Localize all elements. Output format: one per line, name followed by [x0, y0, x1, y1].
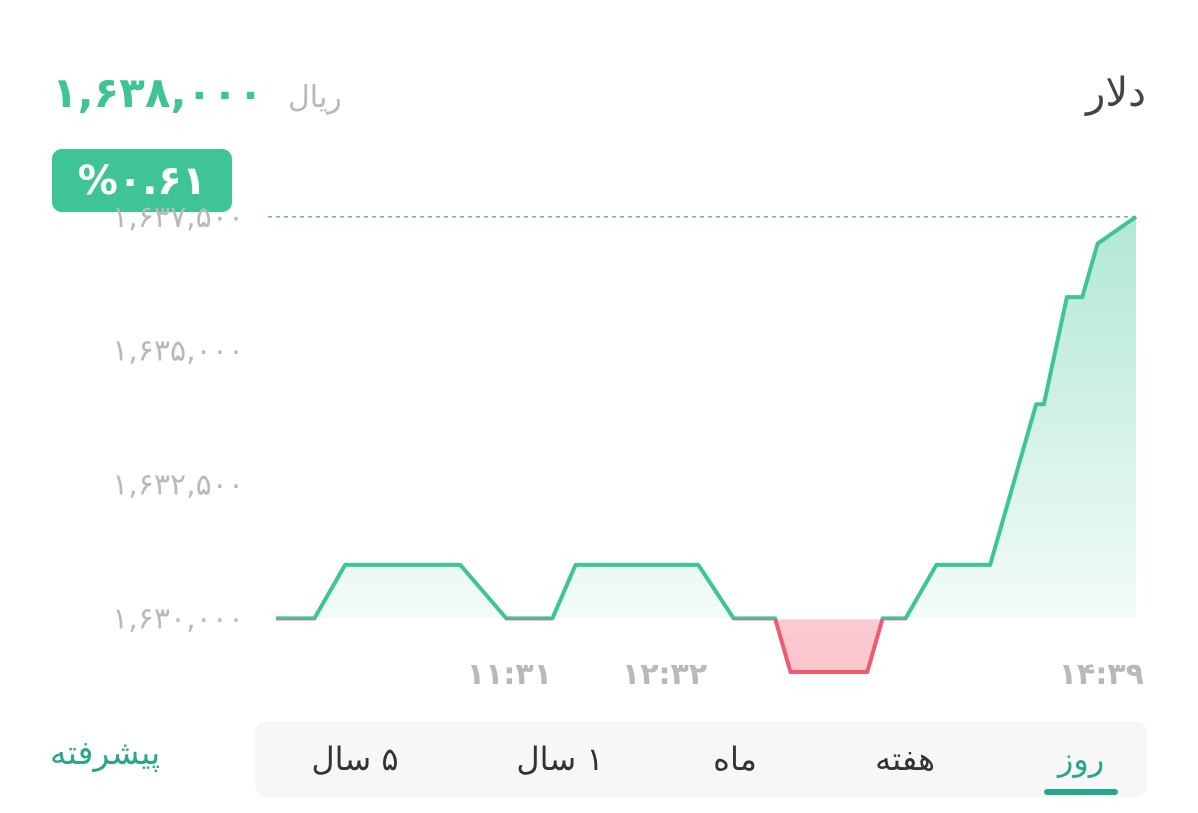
- data-point: [412, 563, 416, 567]
- y-tick-label: ۱,۶۳۲,۵۰۰: [112, 468, 244, 503]
- data-point: [458, 563, 462, 567]
- tab-day-label: روز: [1057, 740, 1105, 778]
- y-tick-label: ۱,۶۳۷,۵۰۰: [112, 200, 244, 235]
- data-point: [881, 616, 885, 620]
- tab-month[interactable]: ماه: [675, 721, 795, 797]
- data-point: [343, 563, 347, 567]
- price-chart: ۱,۶۳۷,۵۰۰ ۱,۶۳۵,۰۰۰ ۱,۶۳۲,۵۰۰ ۱,۶۳۰,۰۰۰ ۱۱:…: [112, 200, 1144, 692]
- advanced-link[interactable]: پیشرفته: [50, 733, 161, 772]
- data-point: [274, 616, 278, 620]
- price-line-down: [276, 619, 908, 674]
- data-point: [988, 563, 992, 567]
- data-point: [865, 670, 869, 674]
- area-fill-up: [276, 216, 1136, 620]
- data-point: [732, 616, 736, 620]
- data-point: [1080, 295, 1084, 299]
- tab-week-label: هفته: [875, 740, 935, 778]
- active-tab-indicator: [1044, 789, 1118, 795]
- data-point: [773, 616, 777, 620]
- tab-week[interactable]: هفته: [835, 721, 975, 797]
- data-point: [550, 616, 554, 620]
- area-fill-down: [775, 619, 883, 672]
- data-point: [904, 616, 908, 620]
- data-point: [504, 616, 508, 620]
- change-badge: %۰.۶۱: [52, 149, 232, 212]
- period-tabs: روز هفته ماه ۱ سال ۵ سال: [255, 721, 1147, 797]
- tab-month-label: ماه: [713, 740, 757, 778]
- x-tick-label: ۱۱:۳۱: [467, 657, 552, 692]
- tab-1-year[interactable]: ۱ سال: [485, 721, 635, 797]
- tab-day[interactable]: روز: [1025, 721, 1137, 797]
- asset-title: دلار: [1086, 70, 1146, 116]
- y-tick-label: ۱,۶۳۵,۰۰۰: [112, 334, 244, 369]
- current-price: ۱,۶۳۸,۰۰۰: [52, 68, 264, 117]
- x-tick-label: ۱۲:۳۲: [622, 657, 707, 692]
- data-point: [965, 563, 969, 567]
- data-point: [312, 616, 316, 620]
- data-point: [1065, 295, 1069, 299]
- price-line-up: [276, 215, 1138, 620]
- y-tick-label: ۱,۶۳۰,۰۰۰: [112, 601, 244, 636]
- price-unit: ریال: [288, 80, 342, 115]
- tab-1-year-label: ۱ سال: [516, 740, 604, 778]
- data-point: [1034, 402, 1038, 406]
- tab-5-year-label: ۵ سال: [311, 740, 399, 778]
- data-point: [573, 563, 577, 567]
- data-point: [1134, 215, 1138, 219]
- data-point: [1003, 509, 1007, 513]
- tab-5-year[interactable]: ۵ سال: [275, 721, 435, 797]
- data-point: [1042, 402, 1046, 406]
- data-point: [934, 563, 938, 567]
- data-point: [696, 563, 700, 567]
- x-tick-label: ۱۴:۳۹: [1059, 657, 1144, 692]
- data-point: [788, 670, 792, 674]
- data-point: [1096, 242, 1100, 246]
